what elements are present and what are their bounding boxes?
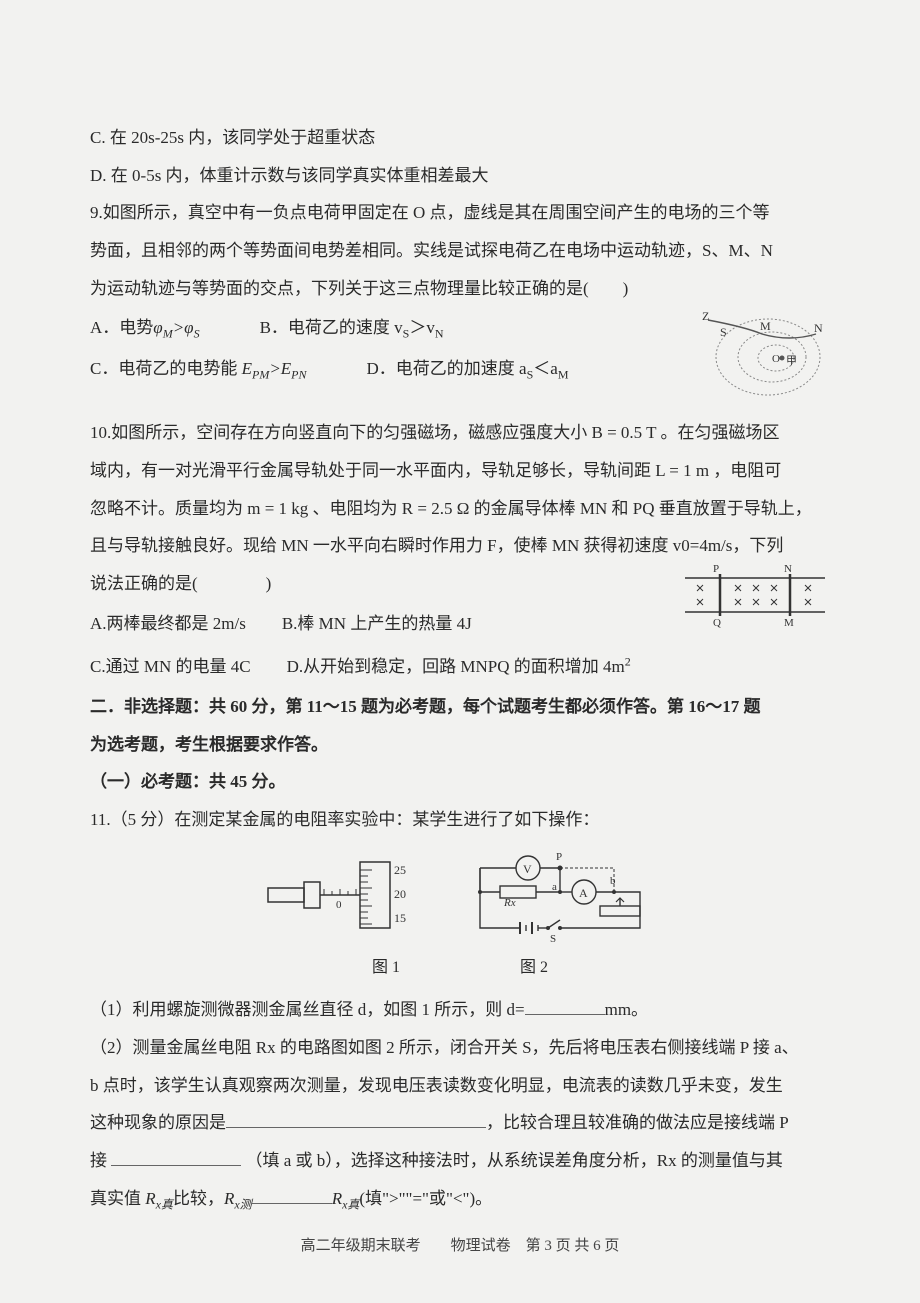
q11-p2-l4-mid: （填 a 或 b），选择这种接法时，从系统误差角度分析，Rx 的测量值与其: [246, 1151, 783, 1170]
q9-options-row2: C．电荷乙的电势能 EPM>EPN D．电荷乙的加速度 aS＜aM: [90, 351, 680, 388]
q10-stem-line1: 10.如图所示，空间存在方向竖直向下的匀强磁场，磁感应强度大小 B = 0.5 …: [90, 415, 830, 451]
q11-p2-l1: （2）测量金属丝电阻 Rx 的电路图如图 2 所示，闭合开关 S，先后将电压表右…: [90, 1030, 830, 1066]
q10-label-p: P: [713, 563, 719, 575]
q11-fig2-p: P: [556, 851, 562, 863]
q11-fig2-rx: Rx: [503, 897, 516, 909]
q10-option-d: D.从开始到稳定，回路 MNPQ 的面积增加 4m2: [287, 649, 631, 685]
q11-figure2: V P a Rx A b: [460, 850, 660, 945]
q11-fig1-tick-25: 25: [394, 863, 406, 877]
q9-optc-prefix: C．电荷乙的电势能: [90, 359, 242, 378]
q8-option-d: D. 在 0-5s 内，体重计示数与该同学真实体重相差最大: [90, 158, 830, 194]
q11-fig2-s: S: [550, 933, 556, 945]
q10-stem-line4: 且与导轨接触良好。现给 MN 一水平向右瞬时作用力 F，使棒 MN 获得初速度 …: [90, 528, 830, 564]
q9-optb-expr: vS＞vN: [394, 318, 443, 337]
q10-optd-prefix: D.从开始到稳定，回路 MNPQ 的面积增加 4m: [287, 657, 625, 676]
q11-fig2-b: b: [610, 875, 616, 887]
q11-p2-l2: b 点时，该学生认真观察两次测量，发现电压表读数变化明显，电流表的读数几乎未变，…: [90, 1068, 830, 1104]
q11-p2-blank-ab[interactable]: [111, 1149, 241, 1166]
q9-label-jia: 甲: [786, 355, 797, 367]
q9-optd-expr: aS＜aM: [519, 359, 568, 378]
q10-label-q: Q: [713, 617, 721, 629]
q11-stem: 11.（5 分）在测定某金属的电阻率实验中：某学生进行了如下操作：: [90, 802, 830, 838]
q9-option-a: A．电势φM>φS: [90, 310, 200, 347]
page-footer: 高二年级期末联考 物理试卷 第 3 页 共 6 页: [90, 1231, 830, 1263]
q9-optd-prefix: D．电荷乙的加速度: [367, 359, 520, 378]
q8-option-c: C. 在 20s-25s 内，该同学处于超重状态: [90, 120, 830, 156]
section2-heading-l1: 二．非选择题：共 60 分，第 11～15 题为必考题，每个试题考生都必须作答。…: [90, 689, 830, 725]
q9-label-z: Z: [702, 309, 709, 323]
q11-fig1-tick-15: 15: [394, 911, 406, 925]
q10-option-b: B.棒 MN 上产生的热量 4J: [282, 606, 472, 642]
q10-figure: P N Q M: [680, 560, 830, 643]
q9-opta-prefix: A．电势: [90, 318, 153, 337]
q9-stem-line3: 为运动轨迹与等势面的交点，下列关于这三点物理量比较正确的是( ): [90, 271, 830, 307]
q11-p2-l4-prefix: 接: [90, 1151, 107, 1170]
q9-stem-line2: 势面，且相邻的两个等势面间电势差相同。实线是试探电荷乙在电场中运动轨迹，S、M、…: [90, 233, 830, 269]
q9-label-n: N: [814, 321, 823, 335]
q11-p2-l3-suffix: ，比较合理且较准确的做法应是接线端 P: [486, 1113, 789, 1132]
q11-p2-blank-reason[interactable]: [226, 1111, 486, 1128]
q9-opta-expr: φM>φS: [153, 318, 199, 337]
q10-option-a: A.两棒最终都是 2m/s: [90, 606, 246, 642]
q9-label-m: M: [760, 319, 771, 333]
q11-p1-prefix: （1）利用螺旋测微器测金属丝直径 d，如图 1 所示，则 d=: [90, 1000, 525, 1019]
q9-label-o: O: [772, 353, 780, 365]
q11-p1-suffix: mm。: [605, 1000, 648, 1019]
q11-p2-l3-prefix: 这种现象的原因是: [90, 1113, 226, 1132]
q9-optb-prefix: B．电荷乙的速度: [260, 318, 395, 337]
q11-fig1-pointer: 0: [336, 899, 342, 911]
q10-stem-line2: 域内，有一对光滑平行金属导轨处于同一水平面内，导轨足够长，导轨间距 L = 1 …: [90, 453, 830, 489]
q11-p2-l5-prefix: 真实值 Rx真比较，Rx测: [90, 1189, 252, 1208]
q9-option-b: B．电荷乙的速度 vS＞vN: [260, 310, 444, 347]
q11-p2-l4: 接 （填 a 或 b），选择这种接法时，从系统误差角度分析，Rx 的测量值与其: [90, 1143, 830, 1179]
q9-label-s: S: [720, 325, 727, 339]
q9-option-d: D．电荷乙的加速度 aS＜aM: [367, 351, 569, 388]
q11-fig1-tick-20: 20: [394, 887, 406, 901]
q11-figure1: 0 25 20 15: [260, 850, 420, 940]
exam-page: C. 在 20s-25s 内，该同学处于超重状态 D. 在 0-5s 内，体重计…: [0, 0, 920, 1303]
q11-fig2-label: 图 2: [520, 951, 548, 985]
q10-options-row2: C.通过 MN 的电量 4C D.从开始到稳定，回路 MNPQ 的面积增加 4m…: [90, 649, 830, 685]
q11-fig1-label: 图 1: [372, 951, 400, 985]
q9-optc-expr: EPM>EPN: [242, 359, 307, 378]
q10-label-m: M: [784, 617, 794, 629]
q11-p2-l5-suffix: Rx真(填">""="或"<")。: [332, 1189, 492, 1208]
q11-p1: （1）利用螺旋测微器测金属丝直径 d，如图 1 所示，则 d= mm。: [90, 992, 830, 1028]
q11-p2-blank-cmp[interactable]: [252, 1187, 332, 1204]
q11-p2-l5: 真实值 Rx真比较，Rx测 Rx真(填">""="或"<")。: [90, 1181, 830, 1218]
q11-p2-l3: 这种现象的原因是 ，比较合理且较准确的做法应是接线端 P: [90, 1105, 830, 1141]
q10-options-row1: A.两棒最终都是 2m/s B.棒 MN 上产生的热量 4J: [90, 606, 670, 642]
q9-stem-line1: 9.如图所示，真空中有一负点电荷甲固定在 O 点，虚线是其在周围空间产生的电场的…: [90, 195, 830, 231]
section2-heading-l2: 为选考题，考生根据要求作答。: [90, 727, 830, 763]
q9-option-c: C．电荷乙的电势能 EPM>EPN: [90, 351, 307, 388]
q11-fig2-v: V: [523, 862, 532, 876]
q10-label-n: N: [784, 563, 792, 575]
section2-sub1: （一）必考题：共 45 分。: [90, 764, 830, 800]
q11-figure-row: 0 25 20 15: [90, 850, 830, 945]
q11-fig2-a-meter: A: [579, 886, 588, 900]
q10-optd-sup: 2: [625, 655, 631, 669]
q11-p1-blank[interactable]: [525, 998, 605, 1015]
q11-fig-labels: 图 1 图 2: [90, 951, 830, 985]
q11-fig2-a: a: [552, 881, 557, 893]
q10-stem-line3: 忽略不计。质量均为 m = 1 kg 、电阻均为 R = 2.5 Ω 的金属导体…: [90, 491, 830, 527]
q9-options-row1: A．电势φM>φS B．电荷乙的速度 vS＞vN: [90, 310, 680, 347]
q10-option-c: C.通过 MN 的电量 4C: [90, 649, 251, 685]
q9-figure: Z S M N O 甲: [690, 302, 830, 415]
